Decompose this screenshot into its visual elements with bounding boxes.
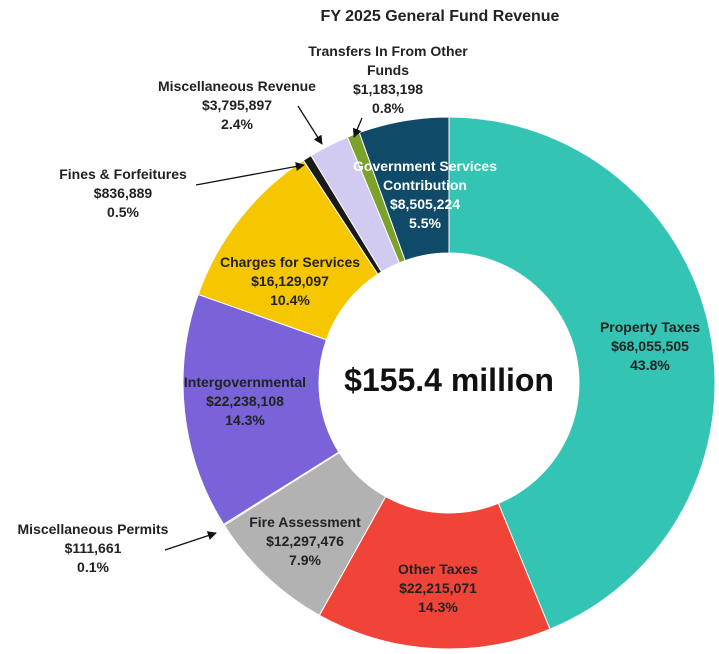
category-label: Other Taxes [398, 561, 478, 577]
category-label: Government Services Contribution [353, 158, 497, 193]
slice-label: Miscellaneous Revenue $3,795,897 2.4% [142, 77, 332, 134]
value-label: $1,183,198 [352, 81, 424, 97]
category-label: Miscellaneous Revenue [158, 78, 316, 94]
leader-line [297, 105, 323, 145]
value-label: $8,505,224 [389, 196, 461, 212]
percent-label: 14.3% [225, 412, 265, 428]
leader-line [352, 117, 363, 138]
category-label: Miscellaneous Permits [17, 521, 169, 537]
leader-line [195, 162, 305, 186]
slice-label: Other Taxes $22,215,071 14.3% [358, 560, 518, 617]
percent-label: 0.8% [372, 100, 404, 116]
value-label: $3,795,897 [201, 97, 273, 113]
donut-slice [358, 116, 450, 262]
percent-label: 5.5% [409, 215, 441, 231]
leader-lines [164, 105, 363, 551]
slice-label: Charges for Services $16,129,097 10.4% [205, 253, 375, 310]
value-label: $111,661 [64, 540, 122, 556]
value-label: $22,238,108 [206, 393, 284, 409]
category-label: Fines & Forfeitures [59, 166, 187, 182]
percent-label: 7.9% [289, 552, 321, 568]
percent-label: 2.4% [221, 116, 253, 132]
donut-slice [182, 293, 340, 525]
donut-slice [318, 495, 551, 650]
value-label: $12,297,476 [266, 533, 344, 549]
category-label: Intergovernmental [183, 374, 307, 390]
leader-line [164, 531, 217, 551]
category-label: Transfers In From Other Funds [308, 43, 468, 78]
value-label: $16,129,097 [251, 273, 329, 289]
category-label: Fire Assessment [249, 514, 361, 530]
slice-label: Property Taxes $68,055,505 43.8% [570, 318, 719, 375]
value-label: $22,215,071 [399, 580, 477, 596]
percent-label: 0.5% [107, 204, 139, 220]
donut-slice [448, 116, 716, 630]
chart-title: FY 2025 General Fund Revenue [320, 8, 560, 25]
center-label: $155.4 million [344, 362, 554, 398]
slice-label: Intergovernmental $22,238,108 14.3% [160, 373, 330, 430]
slice-label: Transfers In From Other Funds $1,183,198 0… [288, 42, 488, 118]
slice-label: Fines & Forfeitures $836,889 0.5% [38, 165, 208, 222]
slice-label: Miscellaneous Permits $111,661 0.1% [3, 520, 183, 577]
value-label: $836,889 [93, 185, 153, 201]
percent-label: 10.4% [270, 292, 310, 308]
slice-label: Government Services Contribution $8,505,2… [338, 157, 513, 233]
percent-label: 43.8% [630, 357, 670, 373]
percent-label: 0.1% [77, 559, 109, 575]
percent-label: 14.3% [418, 599, 458, 615]
category-label: Charges for Services [219, 254, 361, 270]
slice-label: Fire Assessment $12,297,476 7.9% [225, 513, 385, 570]
category-label: Property Taxes [599, 319, 701, 335]
value-label: $68,055,505 [611, 338, 689, 354]
